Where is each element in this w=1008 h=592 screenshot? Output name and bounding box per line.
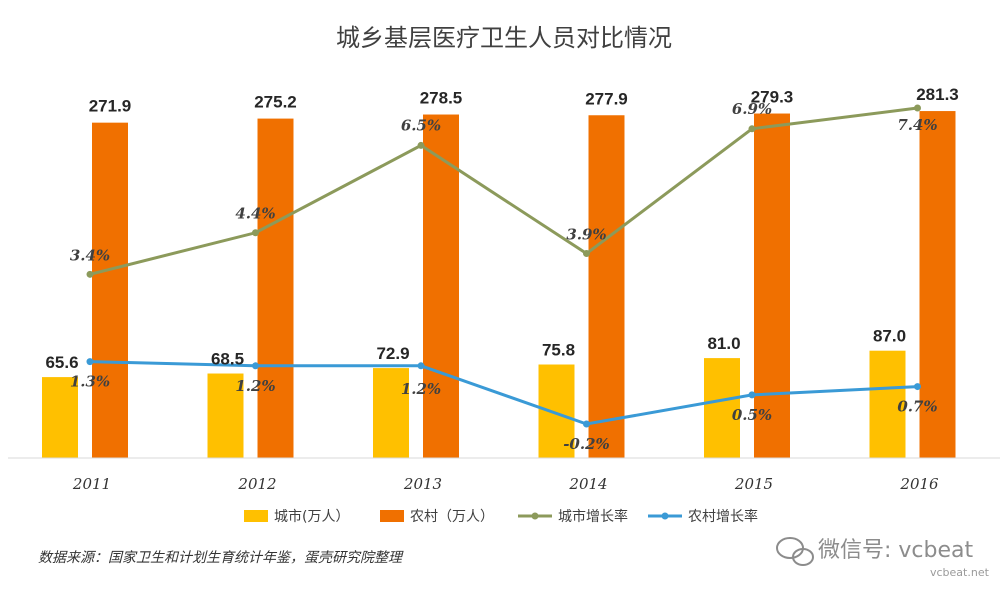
bar-rural-2012: [257, 118, 294, 458]
rural-growth-point-2013: [417, 362, 425, 370]
bar-label-rural-2011: 271.9: [89, 97, 132, 116]
bar-label-urban-2016: 87.0: [873, 327, 906, 346]
urban-growth-label-2014: 3.9%: [566, 226, 606, 244]
legend-label-rural-growth: 农村增长率: [688, 508, 758, 525]
bar-label-rural-2014: 277.9: [585, 89, 628, 108]
bar-urban-2015: [704, 358, 740, 458]
x-tick-group: 2011 2012 2013 2014 2015 2016: [72, 475, 939, 493]
urban-growth-line: [89, 106, 918, 276]
urban-growth-label-2013: 6.5%: [401, 116, 441, 134]
legend-marker-urban-growth: [531, 512, 539, 520]
urban-growth-point-2016: [914, 104, 921, 112]
line-group: [86, 104, 921, 428]
bar-urban-2013: [373, 368, 409, 458]
bar-rural-2013: [423, 114, 459, 459]
bar-group: [42, 111, 956, 459]
wechat-icon: [776, 537, 814, 566]
legend-swatch-rural: [380, 510, 404, 522]
rural-growth-point-2012: [252, 362, 259, 370]
bar-label-urban-2014: 75.8: [542, 341, 575, 360]
bar-label-rural-2013: 278.5: [420, 89, 463, 108]
urban-growth-label-2012: 4.4%: [235, 205, 275, 223]
label-group: 65.6 271.9 68.5 275.2 72.9 278.5 75.8 277.9 81.0…: [45, 85, 958, 453]
rural-growth-label-2011: 1.3%: [70, 373, 110, 391]
rural-growth-line: [89, 360, 918, 426]
legend-swatch-urban: [244, 510, 268, 522]
bar-label-rural-2015: 279.3: [751, 88, 794, 107]
chart-title: 城乡基层医疗卫生人员对比情况: [336, 24, 672, 52]
x-tick-2013: 2013: [403, 475, 442, 493]
rural-growth-label-2013: 1.2%: [401, 380, 441, 398]
rural-growth-point-2011: [86, 358, 94, 366]
x-tick-2012: 2012: [237, 475, 276, 493]
bar-urban-2012: [207, 373, 244, 458]
bar-label-urban-2013: 72.9: [376, 344, 409, 363]
bar-label-urban-2015: 81.0: [707, 334, 740, 353]
rural-growth-point-2016: [914, 383, 921, 391]
rural-growth-label-2014: -0.2%: [563, 435, 610, 453]
bar-label-rural-2016: 281.3: [916, 85, 959, 104]
watermark-text: 微信号: vcbeat: [818, 538, 974, 563]
rural-growth-label-2016: 0.7%: [897, 398, 937, 416]
urban-growth-label-2011: 3.4%: [70, 246, 110, 264]
bar-label-rural-2012: 275.2: [254, 93, 297, 112]
bar-urban-2014: [538, 364, 575, 458]
rural-growth-label-2012: 1.2%: [235, 377, 275, 395]
x-tick-2016: 2016: [899, 475, 939, 493]
urban-growth-point-2012: [252, 229, 259, 237]
rural-growth-point-2014: [583, 420, 590, 428]
bar-label-urban-2011: 65.6: [45, 353, 78, 372]
legend-label-urban-growth: 城市增长率: [558, 508, 628, 525]
urban-growth-point-2015: [748, 125, 756, 133]
urban-growth-label-2015: 6.9%: [732, 100, 772, 118]
urban-growth-point-2014: [583, 250, 590, 258]
legend-marker-rural-growth: [661, 512, 669, 520]
legend: 城市(万人） 农村（万人） 城市增长率 农村增长率: [244, 508, 758, 525]
urban-growth-point-2013: [417, 141, 425, 149]
bar-rural-2011: [92, 122, 128, 458]
watermark: 微信号: vcbeat vcbeat.net: [776, 537, 990, 579]
watermark-site: vcbeat.net: [930, 566, 990, 579]
x-tick-2015: 2015: [734, 475, 773, 493]
bar-urban-2016: [869, 350, 906, 458]
rural-growth-point-2015: [748, 391, 756, 399]
bar-rural-2015: [754, 113, 790, 458]
bar-rural-2016: [919, 111, 956, 459]
rural-growth-label-2015: 0.5%: [732, 406, 772, 424]
bar-label-urban-2012: 68.5: [211, 350, 244, 369]
source-note: 数据来源：国家卫生和计划生育统计年鉴，蛋壳研究院整理: [38, 550, 404, 566]
x-tick-2011: 2011: [72, 475, 111, 493]
legend-label-urban: 城市(万人）: [274, 508, 349, 525]
urban-growth-point-2011: [86, 270, 94, 278]
bar-urban-2011: [42, 377, 78, 458]
urban-growth-label-2016: 7.4%: [897, 116, 937, 134]
x-tick-2014: 2014: [568, 475, 607, 493]
legend-label-rural: 农村（万人）: [410, 509, 494, 525]
bar-rural-2014: [588, 115, 625, 459]
